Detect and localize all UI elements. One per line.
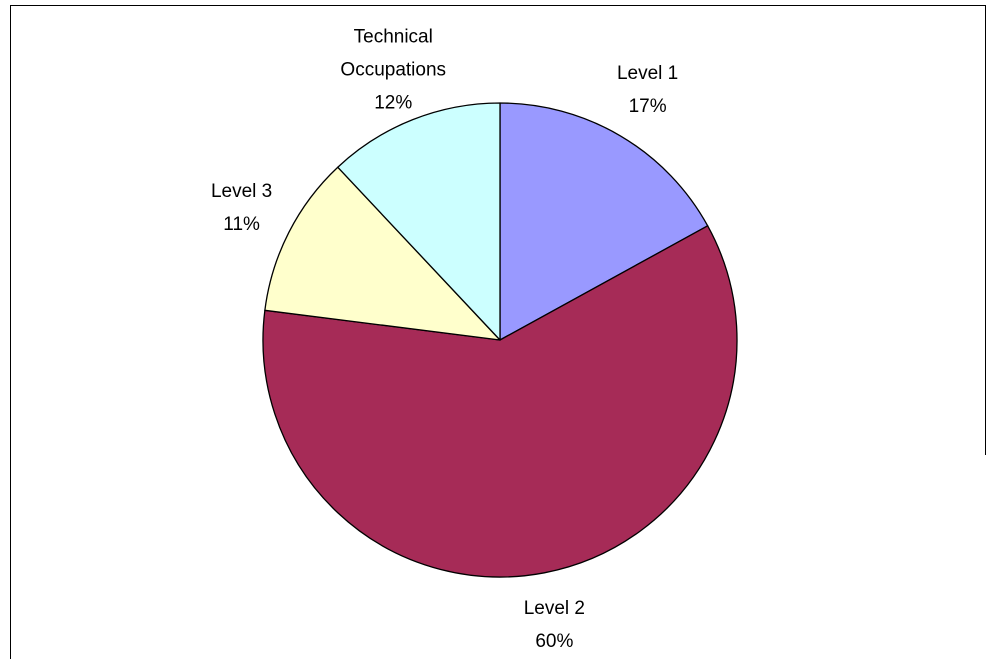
slice-label: Technical Occupations 12% bbox=[318, 21, 468, 120]
slice-name: Level 3 bbox=[210, 181, 273, 203]
pie-slice bbox=[264, 166, 501, 341]
slice-name: Level 1 bbox=[616, 63, 679, 85]
slice-value: 17% bbox=[628, 96, 667, 118]
slice-value: 11% bbox=[223, 214, 260, 236]
slice-label: Level 2 60% bbox=[479, 592, 629, 658]
slice-value: 60% bbox=[535, 630, 574, 652]
slice-label: Level 1 17% bbox=[573, 57, 723, 123]
slice-name: Level 2 bbox=[523, 597, 585, 619]
slice-label: Level 3 11% bbox=[167, 175, 317, 241]
chart-frame bbox=[10, 5, 986, 659]
slice-value: 12% bbox=[374, 92, 413, 114]
pie-slice bbox=[262, 225, 738, 578]
slice-name: Technical Occupations bbox=[340, 26, 447, 81]
pie-slice bbox=[337, 102, 501, 341]
pie-slice bbox=[499, 102, 709, 341]
